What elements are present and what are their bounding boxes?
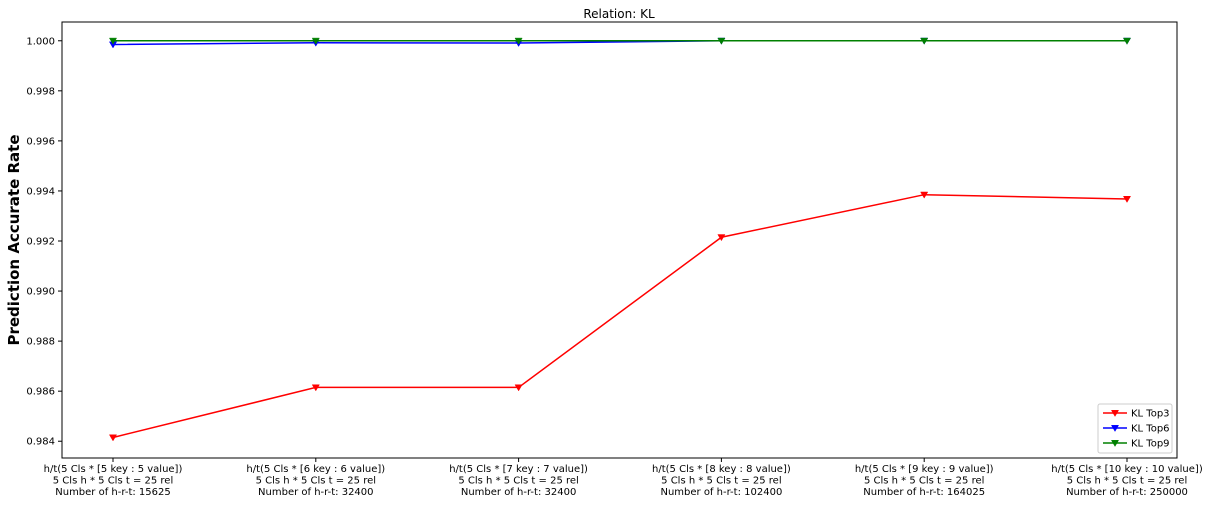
y-tick-label: 0.988 [26,337,55,348]
x-tick-label: Number of h-r-t: 32400 [461,487,576,498]
data-point-marker [1122,37,1132,45]
x-tick-label: h/t(5 Cls * [9 key : 9 value]) [855,464,994,475]
x-tick-label: 5 Cls h * 5 Cls t = 25 rel [256,476,376,487]
series-kl-top9 [108,37,1132,45]
x-tick-label: 5 Cls h * 5 Cls t = 25 rel [661,476,781,487]
y-tick-label: 0.984 [26,437,55,448]
x-tick-label: 5 Cls h * 5 Cls t = 25 rel [1067,476,1187,487]
x-axis-ticks: h/t(5 Cls * [5 key : 5 value])5 Cls h * … [44,458,1203,498]
data-point-marker [717,234,726,242]
plot-area-frame [61,21,1178,459]
x-tick-label: 5 Cls h * 5 Cls t = 25 rel [53,476,173,487]
x-tick-label: Number of h-r-t: 102400 [660,487,782,498]
x-tick-label: 5 Cls h * 5 Cls t = 25 rel [458,476,578,487]
data-point-marker [311,37,320,45]
series-line [112,193,1128,439]
data-point-marker [311,384,320,392]
data-point-marker [1122,196,1132,203]
legend: KL Top3 KL Top6 KL Top9 [1097,403,1173,454]
legend-swatch-marker [1110,425,1120,432]
series-layer [108,37,1132,442]
y-tick-label: 1.000 [26,36,55,47]
data-point-marker [108,434,118,442]
x-tick-label: h/t(5 Cls * [5 key : 5 value]) [44,464,183,475]
x-tick-label: Number of h-r-t: 15625 [55,487,170,498]
legend-label: KL Top3 [1131,409,1170,420]
x-tick-label: h/t(5 Cls * [7 key : 7 value]) [449,464,588,475]
y-axis-ticks: 0.984 0.986 0.988 0.990 0.992 0.994 0.996 0.998… [26,36,62,448]
data-point-marker [514,37,523,45]
legend-swatch-marker [1110,440,1120,447]
data-point-marker [717,37,726,45]
y-tick-label: 0.996 [26,136,55,147]
y-axis-label: Prediction Accurate Rate [5,134,23,345]
x-tick-label: Number of h-r-t: 250000 [1066,487,1188,498]
series-kl-top3 [108,191,1132,442]
data-point-marker [108,37,118,45]
y-tick-label: 0.998 [26,86,55,97]
x-tick-label: Number of h-r-t: 164025 [863,487,985,498]
legend-label: KL Top6 [1131,424,1170,435]
x-tick-label: Number of h-r-t: 32400 [258,487,373,498]
chart-title: Relation: KL [583,7,655,21]
x-tick-label: h/t(5 Cls * [8 key : 8 value]) [652,464,791,475]
x-tick-label: 5 Cls h * 5 Cls t = 25 rel [864,476,984,487]
legend-swatch-marker [1110,410,1120,417]
x-tick-label: h/t(5 Cls * [6 key : 6 value]) [246,464,385,475]
y-tick-label: 0.990 [26,287,55,298]
data-point-marker [514,384,523,392]
y-tick-label: 0.994 [26,186,55,197]
x-tick-label: h/t(5 Cls * [10 key : 10 value]) [1051,464,1203,475]
y-tick-label: 0.986 [26,387,55,398]
y-tick-label: 0.992 [26,237,55,248]
legend-label: KL Top9 [1131,439,1170,450]
data-point-marker [920,37,929,45]
data-point-marker [920,191,929,199]
